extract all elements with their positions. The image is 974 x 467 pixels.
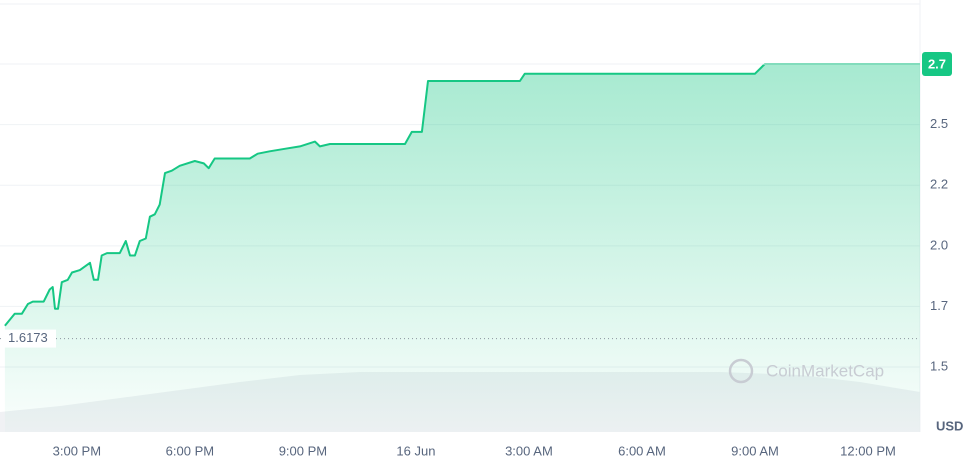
marks [0,63,920,432]
y-tick-label: 2.2 [930,177,948,192]
watermark: CoinMarketCap [766,361,884,380]
currency-label: USD [936,418,963,433]
x-tick-label: 3:00 PM [53,443,101,458]
current-price-box [922,52,952,76]
x-tick-label: 9:00 PM [279,443,327,458]
x-tick-label: 12:00 PM [840,443,896,458]
x-tick-label: 6:00 AM [618,443,666,458]
baseline-label: 1.6173 [8,330,48,345]
y-tick-label: 2.0 [930,237,948,252]
x-tick-label: 3:00 AM [505,443,553,458]
x-tick-label: 6:00 PM [166,443,214,458]
price-line [4,63,920,327]
x-tick-label: 9:00 AM [731,443,779,458]
y-tick-label: 1.5 [930,358,948,373]
baseline-label-bg [4,329,56,348]
price-area [4,64,920,432]
x-tick-label: 16 Jun [396,443,435,458]
y-tick-label: 1.7 [930,298,948,313]
y-tick-label: 2.5 [930,116,948,131]
current-price-label: 2.7 [928,56,946,71]
watermark-logo [728,358,754,384]
